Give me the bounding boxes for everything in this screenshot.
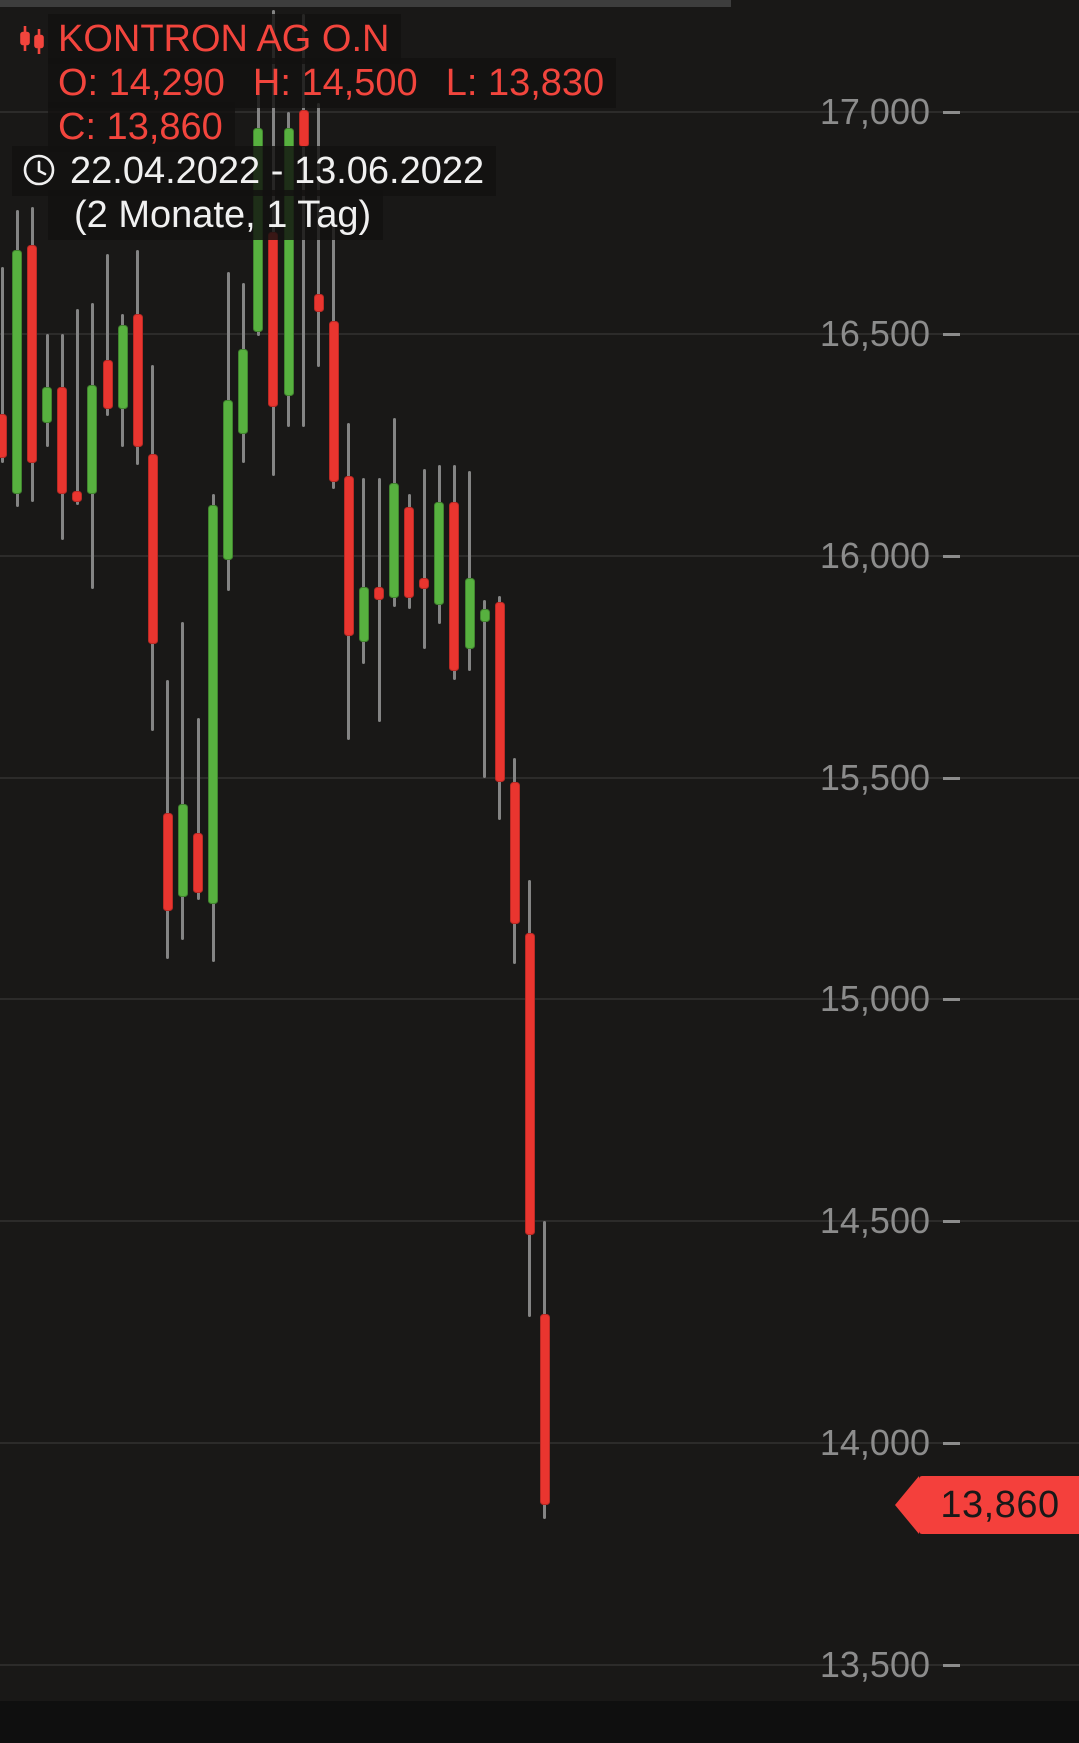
- candle-body: [313, 293, 324, 312]
- candle-body: [102, 360, 113, 410]
- duration-label: (2 Monate, 1 Tag): [48, 190, 384, 240]
- gridline: [0, 1663, 1079, 1666]
- candle-wick: [362, 478, 366, 665]
- candle-wick: [468, 471, 472, 672]
- last-price-value: 13,860: [919, 1476, 1079, 1535]
- candle-wick: [422, 469, 426, 649]
- candle-wick: [483, 600, 487, 778]
- gridline: [0, 554, 1079, 557]
- candle-body: [419, 577, 430, 589]
- candle-body: [328, 320, 339, 483]
- gridline: [0, 1442, 1079, 1445]
- candle-body: [223, 400, 234, 561]
- bottom-bar: [0, 1701, 1079, 1743]
- candle-body: [374, 586, 385, 601]
- axis-tick-mark: [943, 332, 960, 336]
- candle-body: [539, 1314, 550, 1506]
- gridline: [0, 111, 1079, 113]
- candle-wick: [75, 309, 79, 505]
- candle-body: [42, 387, 53, 423]
- axis-tick-label: 16,000: [819, 534, 930, 576]
- candle-wick: [196, 717, 200, 900]
- candle-body: [12, 249, 23, 494]
- axis-tick-mark: [943, 554, 960, 558]
- axis-tick-label: 15,500: [819, 756, 930, 798]
- symbol-title[interactable]: KONTRON AG O.N: [48, 14, 402, 64]
- candle-body: [57, 387, 68, 494]
- axis-tick-label: 13,500: [819, 1643, 930, 1685]
- gridline: [0, 998, 1079, 1001]
- candle-body: [343, 475, 354, 636]
- candle-body: [132, 313, 143, 447]
- candle-body: [479, 608, 490, 623]
- candle-wick: [377, 478, 381, 723]
- gridline: [0, 332, 1079, 335]
- candle-body: [0, 413, 7, 459]
- candle-body: [117, 324, 128, 410]
- candle-wick: [181, 622, 185, 940]
- candle-body: [358, 586, 369, 643]
- candle-body: [162, 813, 173, 911]
- gridline: [0, 776, 1079, 779]
- axis-tick-label: 14,000: [819, 1422, 930, 1464]
- candle-body: [494, 602, 505, 782]
- clock-icon: [23, 154, 55, 186]
- axis-tick-mark: [943, 998, 960, 1002]
- axis-tick-mark: [943, 1442, 960, 1446]
- candle-body: [72, 491, 83, 503]
- candle-body: [298, 109, 309, 148]
- close-value: C: 13,860: [48, 102, 235, 152]
- candle-body: [283, 127, 294, 396]
- axis-tick-label: 14,500: [819, 1200, 930, 1242]
- candle-body: [268, 231, 279, 408]
- candle-body: [464, 577, 475, 649]
- axis-tick-mark: [943, 776, 960, 780]
- candle-body: [509, 782, 520, 924]
- date-range: 22.04.2022 - 13.06.2022: [70, 150, 485, 192]
- candle-body: [87, 384, 98, 494]
- axis-tick-mark: [943, 1663, 960, 1667]
- top-progress-strip: [0, 0, 731, 7]
- axis-tick-label: 16,500: [819, 312, 930, 354]
- candle-body: [434, 502, 445, 605]
- candle-body: [27, 245, 38, 463]
- axis-tick-label: 17,000: [819, 91, 930, 132]
- candle-wick: [0, 267, 4, 463]
- candle-body: [238, 349, 249, 434]
- open-value: O: 14,290: [58, 62, 225, 104]
- axis-tick-mark: [943, 1220, 960, 1224]
- candle-wick: [106, 253, 110, 416]
- candle-body: [524, 932, 535, 1235]
- candle-body: [404, 506, 415, 598]
- axis-tick-label: 15,000: [819, 978, 930, 1020]
- low-value: L: 13,830: [445, 62, 605, 104]
- gridline: [0, 1220, 1079, 1223]
- ohlc-readout: O: 14,290 H: 14,500 L: 13,830: [48, 58, 617, 108]
- tag-arrow-icon: [895, 1476, 919, 1535]
- candlestick-icon: [16, 24, 48, 61]
- candle-body: [147, 453, 158, 645]
- candle-body: [208, 504, 219, 904]
- candle-body: [193, 833, 204, 893]
- axis-tick-mark: [943, 111, 960, 114]
- date-range-row: 22.04.2022 - 13.06.2022: [12, 146, 497, 196]
- candle-body: [389, 482, 400, 598]
- last-price-tag: 13,860: [895, 1476, 1079, 1535]
- high-value: H: 14,500: [252, 62, 418, 104]
- candle-body: [177, 804, 188, 898]
- candle-body: [449, 502, 460, 672]
